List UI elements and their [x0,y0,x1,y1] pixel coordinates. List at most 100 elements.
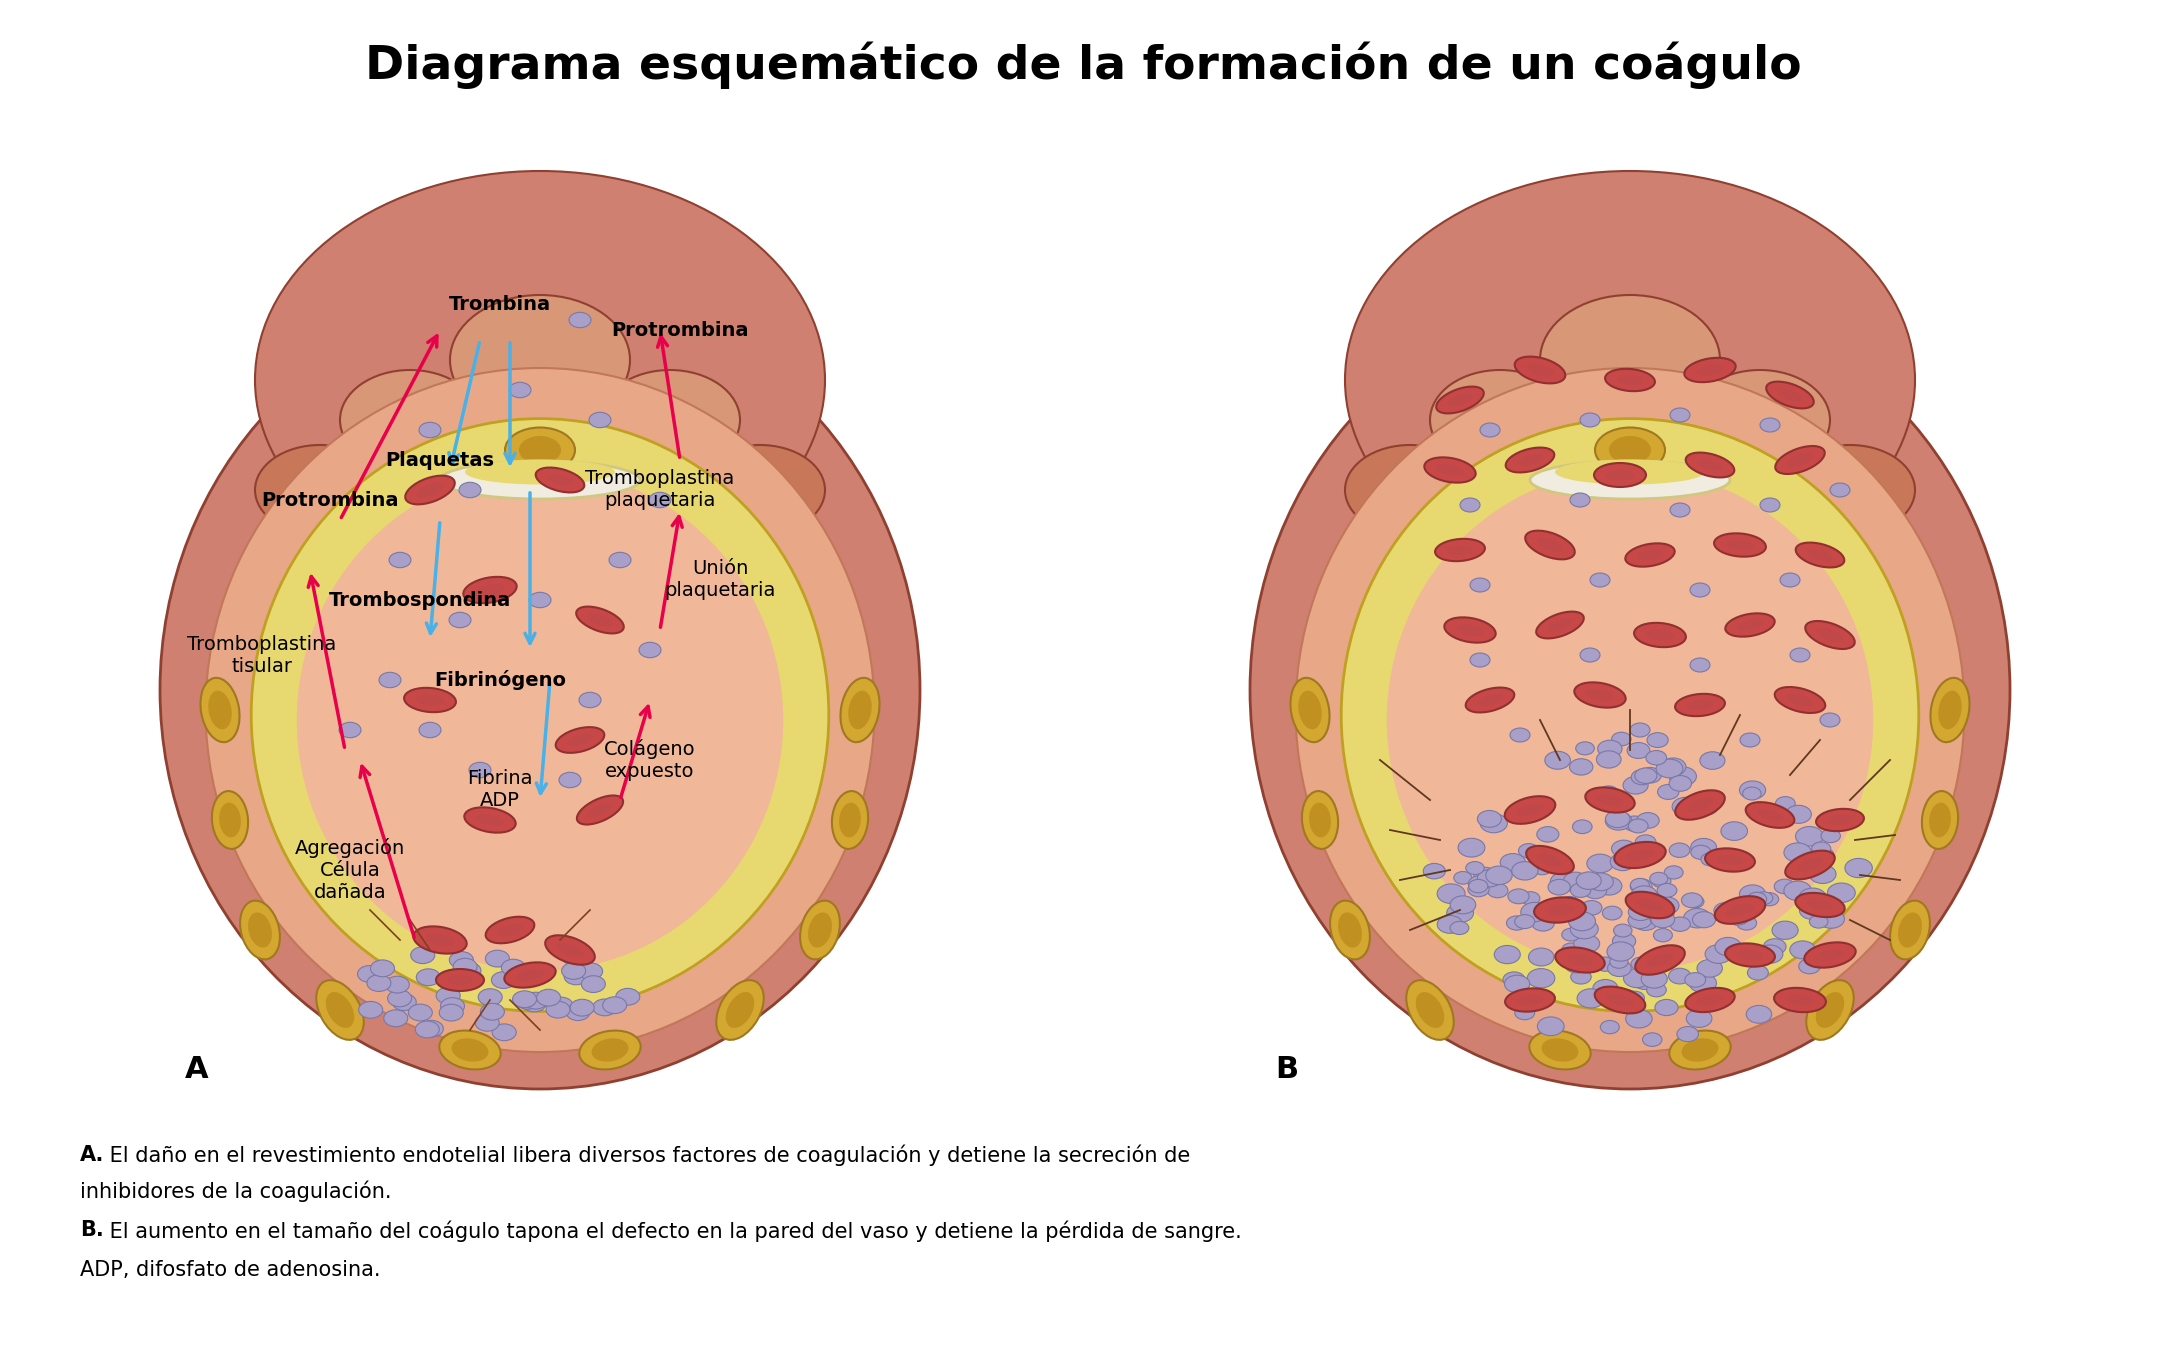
Ellipse shape [1747,1005,1773,1023]
Ellipse shape [1448,393,1474,407]
Ellipse shape [1699,752,1725,770]
Ellipse shape [1341,419,1918,1012]
Ellipse shape [1541,295,1721,424]
Ellipse shape [555,728,605,753]
Ellipse shape [1571,970,1591,985]
Ellipse shape [1677,1027,1699,1042]
Ellipse shape [1686,1009,1712,1027]
Ellipse shape [589,412,611,427]
Ellipse shape [1597,740,1623,758]
Ellipse shape [1445,617,1495,643]
Ellipse shape [1827,883,1855,903]
Ellipse shape [1809,865,1835,884]
Ellipse shape [338,722,362,737]
Ellipse shape [459,483,481,498]
Ellipse shape [390,552,412,567]
Ellipse shape [1786,694,1814,706]
Ellipse shape [1636,899,1664,911]
Ellipse shape [1556,460,1705,484]
Ellipse shape [297,469,782,971]
Ellipse shape [1725,540,1755,551]
Ellipse shape [1675,694,1725,717]
Text: Protrombina: Protrombina [611,321,750,340]
Ellipse shape [1565,872,1588,888]
Ellipse shape [1454,872,1471,884]
Ellipse shape [1664,866,1684,879]
Ellipse shape [1727,903,1753,917]
Ellipse shape [1669,1031,1731,1069]
Ellipse shape [1435,539,1484,562]
Ellipse shape [1794,894,1844,917]
Ellipse shape [1816,628,1844,642]
Ellipse shape [1766,382,1814,408]
Ellipse shape [1424,864,1445,879]
Ellipse shape [570,313,592,328]
Ellipse shape [1697,364,1725,375]
Ellipse shape [1775,687,1825,713]
Ellipse shape [405,476,455,505]
Ellipse shape [1528,968,1556,987]
Ellipse shape [1595,957,1614,971]
Ellipse shape [841,677,880,743]
Ellipse shape [1697,959,1723,978]
Ellipse shape [1686,700,1714,710]
Ellipse shape [1675,790,1725,820]
Ellipse shape [1571,494,1591,507]
Ellipse shape [1450,921,1469,934]
Ellipse shape [1721,902,1740,917]
Ellipse shape [1805,622,1855,649]
Ellipse shape [1526,530,1575,559]
Ellipse shape [1636,835,1656,850]
Ellipse shape [1508,889,1530,904]
Ellipse shape [1653,892,1671,904]
Ellipse shape [366,975,390,991]
Ellipse shape [1640,970,1666,989]
Ellipse shape [1573,820,1593,834]
Ellipse shape [516,993,540,1009]
Ellipse shape [384,1010,407,1027]
Ellipse shape [1521,892,1541,904]
Ellipse shape [1632,913,1658,930]
Ellipse shape [1669,775,1692,792]
Text: Fibrina
ADP: Fibrina ADP [468,770,533,811]
Ellipse shape [1597,751,1621,768]
Ellipse shape [1690,583,1710,597]
Ellipse shape [1517,454,1543,466]
Ellipse shape [1727,910,1749,925]
Ellipse shape [1725,944,1775,967]
Ellipse shape [1757,809,1783,821]
Ellipse shape [1519,843,1539,858]
Ellipse shape [1653,896,1679,914]
Ellipse shape [1697,994,1723,1005]
Ellipse shape [1814,847,1833,862]
Ellipse shape [1469,876,1493,892]
Ellipse shape [1705,849,1755,872]
Ellipse shape [1560,898,1580,913]
Ellipse shape [1630,879,1651,894]
Ellipse shape [1610,437,1651,464]
Ellipse shape [1805,942,1855,968]
Ellipse shape [1742,787,1762,800]
Ellipse shape [1415,991,1443,1028]
Ellipse shape [1424,457,1476,483]
Ellipse shape [1684,972,1705,987]
Ellipse shape [639,642,661,658]
Ellipse shape [1623,968,1651,987]
Ellipse shape [1302,792,1337,849]
Ellipse shape [1610,853,1636,870]
Ellipse shape [446,975,472,985]
Ellipse shape [1829,483,1851,496]
Ellipse shape [546,1001,570,1019]
Ellipse shape [440,1031,501,1069]
Ellipse shape [537,989,561,1006]
Ellipse shape [587,802,613,817]
Ellipse shape [602,997,626,1013]
Ellipse shape [1625,849,1653,861]
Ellipse shape [1612,933,1636,949]
Ellipse shape [548,997,572,1015]
Text: Tromboplastina
plaquetaria: Tromboplastina plaquetaria [585,469,735,510]
Ellipse shape [1480,813,1508,832]
Ellipse shape [1658,884,1677,898]
Ellipse shape [1536,853,1562,866]
Ellipse shape [160,291,921,1089]
